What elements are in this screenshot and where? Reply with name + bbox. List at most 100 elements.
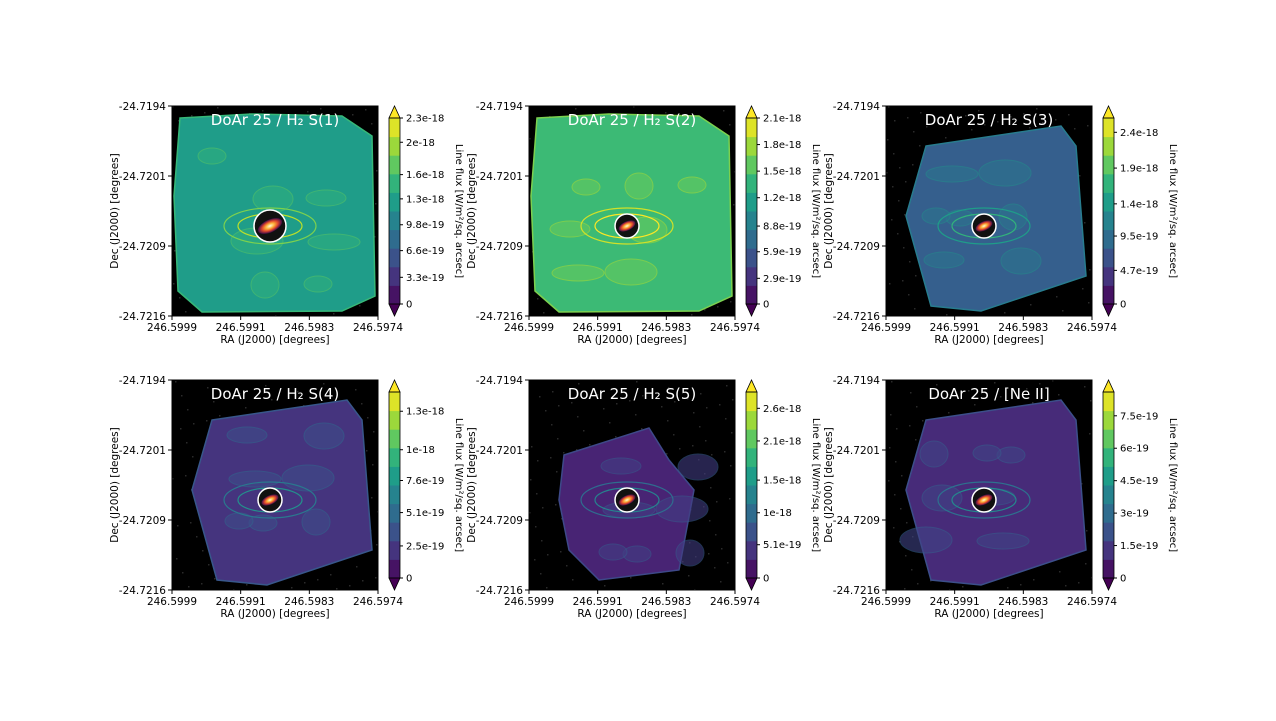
colorbar-segment [746,522,757,542]
noise-pixel [968,390,970,392]
colorbar-segment [389,266,400,286]
noise-pixel [962,586,964,588]
noise-pixel [888,106,890,108]
colorbar-segment [389,559,400,579]
colorbar-segment [389,410,400,430]
disk-source [618,494,636,506]
noise-pixel [902,280,904,282]
noise-pixel [1055,119,1057,121]
y-tick-label: -24.7216 [833,311,881,323]
noise-pixel [687,398,689,400]
x-tick-label: 246.5991 [930,596,980,608]
colorbar-segment [746,211,757,231]
colorbar-label: Line flux [W/m²/sq. arcsec] [1167,418,1178,552]
noise-pixel [530,479,532,481]
noise-pixel [917,583,919,585]
noise-pixel [655,392,657,394]
contour-patch [604,258,658,286]
noise-pixel [1089,269,1091,271]
noise-pixel [724,451,726,453]
noise-pixel [1090,400,1092,402]
contour-patch [250,271,280,299]
x-tick-label: 246.5999 [861,322,911,334]
noise-pixel [688,575,690,577]
noise-pixel [930,580,932,582]
y-tick-label: -24.7209 [833,515,880,527]
noise-pixel [1085,563,1087,565]
colorbar-tick-label: 5.1e-19 [406,508,444,519]
noise-pixel [721,548,723,550]
noise-pixel [913,131,915,133]
noise-pixel [974,404,976,406]
noise-pixel [984,124,986,126]
noise-pixel [214,578,216,580]
noise-pixel [732,399,734,401]
noise-pixel [890,414,892,416]
colorbar-segment [1103,429,1114,449]
colorbar-segment [746,248,757,268]
contour-patch [919,440,949,468]
noise-pixel [673,434,675,436]
noise-pixel [1088,302,1090,304]
noise-pixel [1000,396,1002,398]
colorbar-segment [1103,285,1114,305]
x-tick-label: 246.5991 [573,596,623,608]
colorbar-segment [1103,410,1114,430]
colorbar-tick-label: 1e-18 [763,508,792,519]
noise-pixel [1052,380,1054,382]
contour-patch [307,233,361,251]
contour-patch [978,159,1032,187]
noise-pixel [642,395,644,397]
noise-pixel [204,112,206,114]
noise-pixel [891,381,893,383]
axes-frame [885,105,1093,317]
noise-pixel [719,404,721,406]
noise-pixel [1030,304,1032,306]
contour-patch [622,545,652,563]
noise-pixel [720,581,722,583]
noise-pixel [179,297,181,299]
noise-pixel [909,425,911,427]
noise-pixel [206,420,208,422]
panel-title: DoAr 25 / H₂ S(4) [211,385,339,403]
noise-pixel [905,555,907,557]
colorbar-segment [389,118,400,138]
x-axis-label: RA (J2000) [degrees] [220,334,329,346]
noise-pixel [173,283,175,285]
disk-source [261,494,279,506]
colorbar-segment [1103,392,1114,412]
colorbar-tick-label: 5.9e-19 [763,247,801,258]
noise-pixel [323,383,325,385]
y-axis-label: Dec (J2000) [degrees] [823,427,835,542]
noise-pixel [1036,108,1038,110]
noise-pixel [1086,530,1088,532]
colorbar-tick-label: 2e-18 [406,138,435,149]
noise-pixel [615,436,617,438]
noise-pixel [180,428,182,430]
noise-pixel [207,387,209,389]
contour-patch [925,165,979,183]
noise-pixel [1029,127,1031,129]
colorbar-frame [388,391,401,579]
noise-pixel [534,559,536,561]
noise-pixel [897,233,899,235]
colorbar-segment [389,447,400,467]
plot-area [529,106,735,316]
noise-pixel [551,424,553,426]
contour-patch [899,526,953,554]
y-tick-label: -24.7194 [476,101,524,113]
colorbar-extend-max [1102,105,1115,119]
x-tick-label: 246.5983 [284,596,334,608]
noise-pixel [889,283,891,285]
colorbar-label: Line flux [W/m²/sq. arcsec] [810,144,821,278]
colorbar-tick-label: 7.6e-19 [406,476,444,487]
noise-pixel [899,167,901,169]
noise-pixel [892,186,894,188]
colorbar-segment [1103,229,1114,249]
colorbar-tick-label: 2.6e-18 [763,404,801,415]
noise-pixel [1082,288,1084,290]
noise-pixel [584,397,586,399]
colorbar-extend-min [1102,303,1115,317]
x-tick-label: 246.5974 [710,596,760,608]
colorbar-tick-label: 1.8e-18 [763,140,801,151]
